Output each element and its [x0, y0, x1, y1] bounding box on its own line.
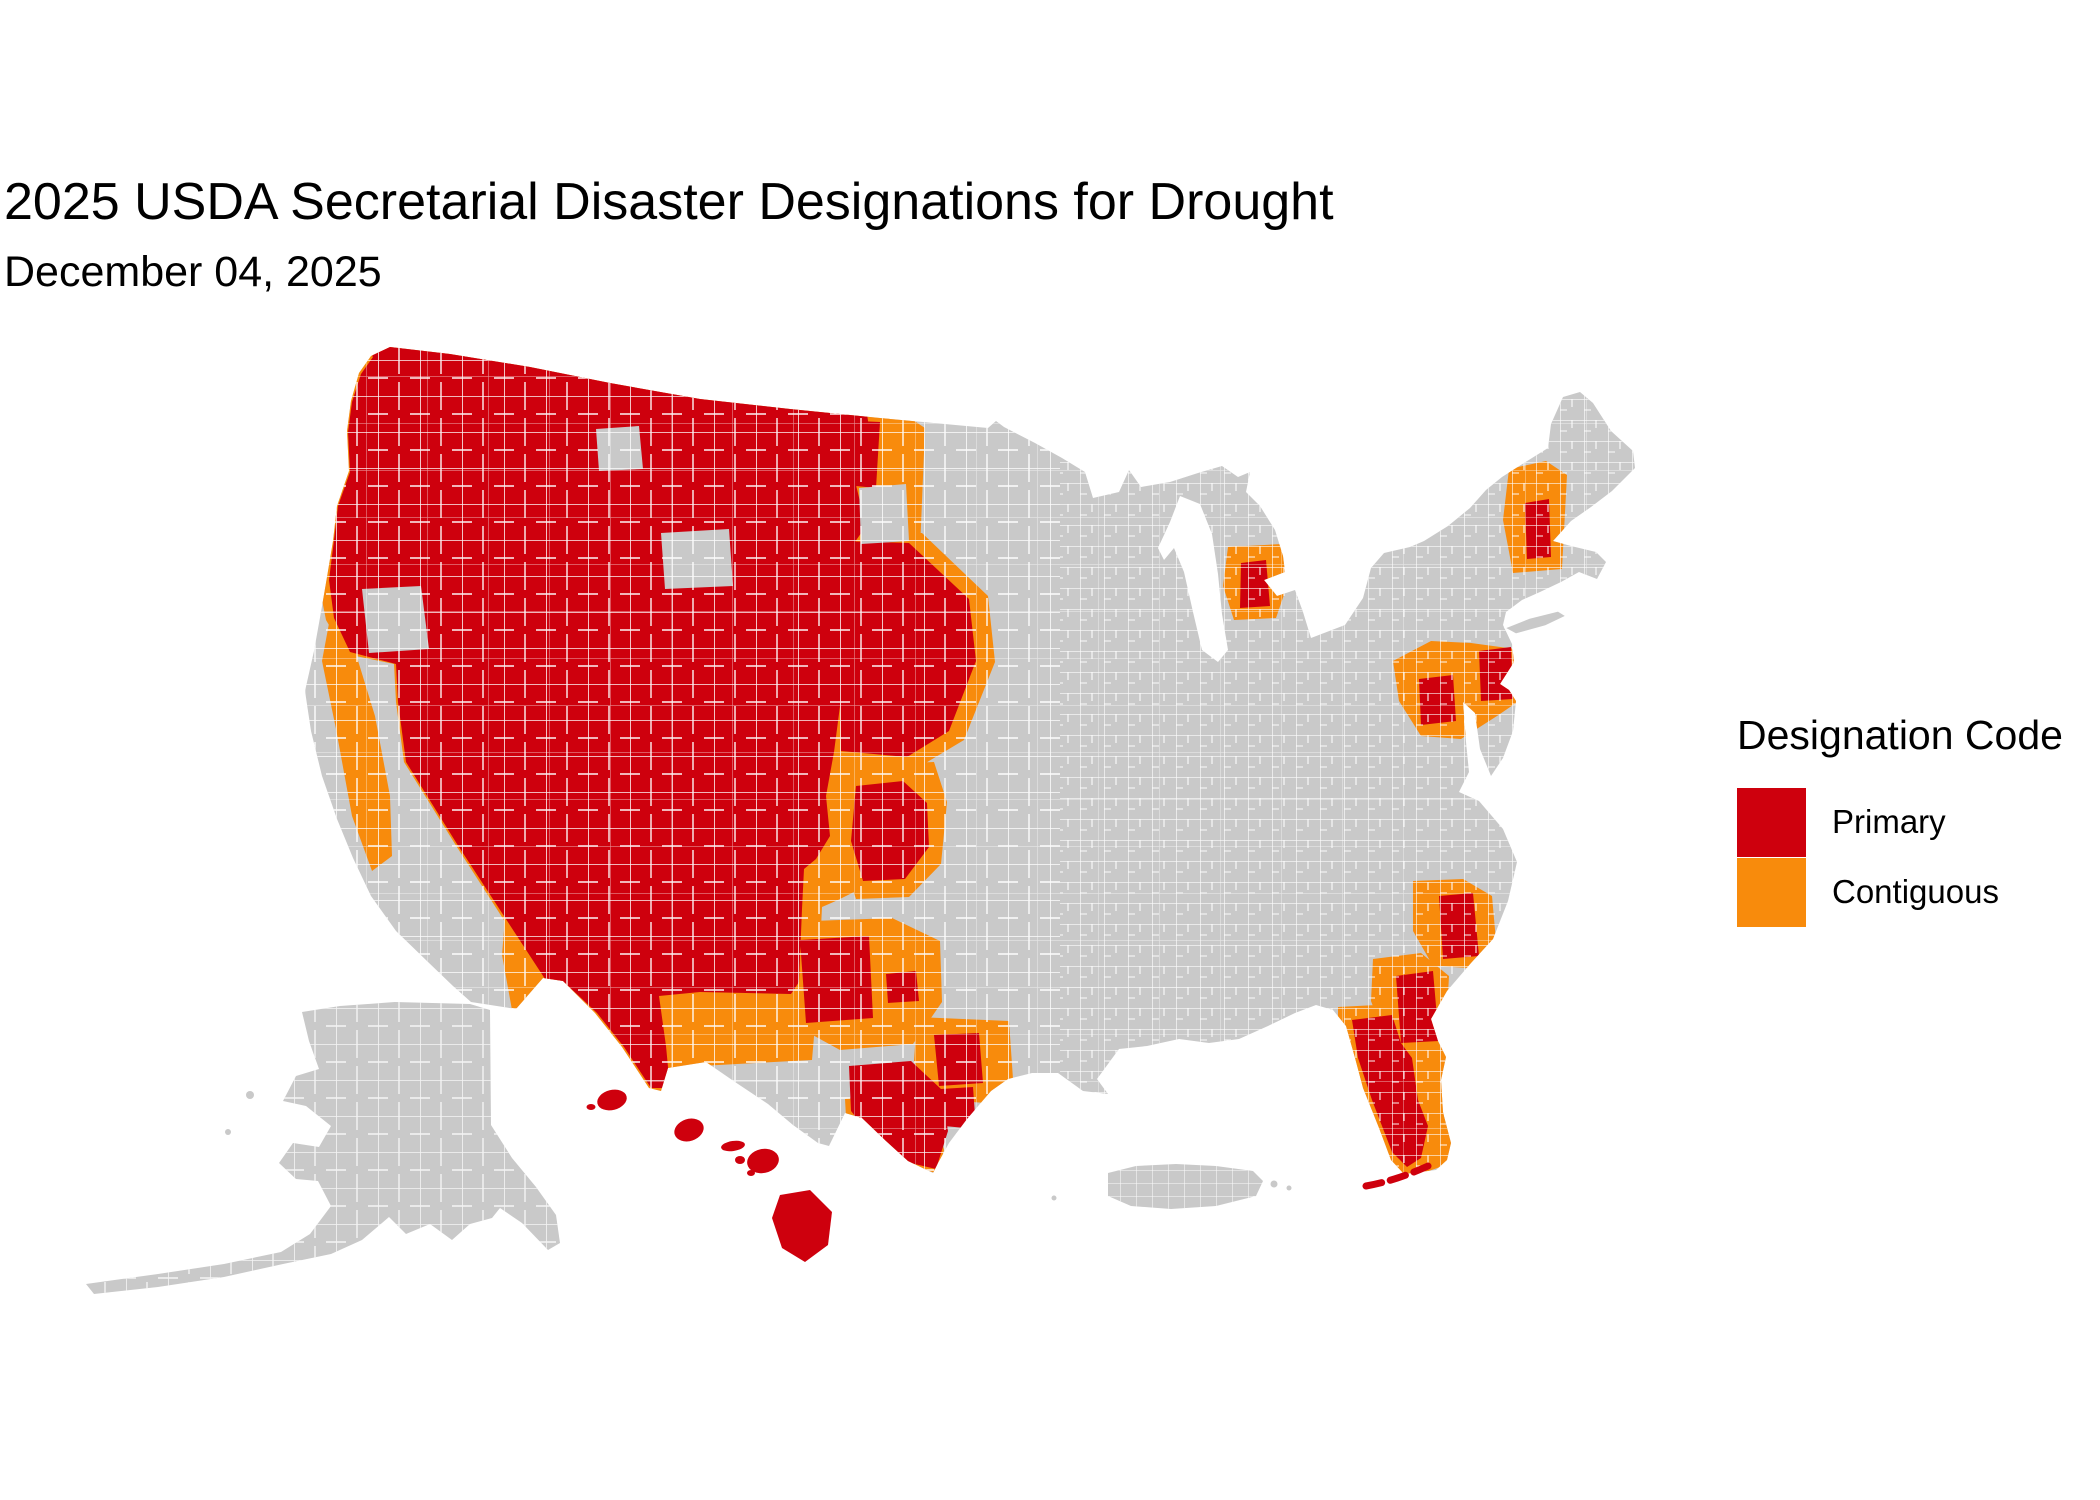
legend-swatch-contiguous: [1737, 857, 1806, 927]
pr-island-culebra: [1286, 1185, 1292, 1191]
page-subtitle: December 04, 2025: [4, 248, 382, 296]
legend-label-primary: Primary: [1832, 803, 1946, 840]
legend-swatch-primary: [1737, 787, 1806, 857]
legend-title: Designation Code: [1737, 712, 2063, 758]
legend: Designation Code Primary Contiguous: [1737, 712, 2097, 927]
puerto-rico-grid: [1108, 1164, 1263, 1209]
lake-michigan: [1158, 496, 1228, 662]
legend-row-primary: Primary: [1737, 787, 2097, 857]
legend-row-contiguous: Contiguous: [1737, 857, 2097, 927]
alaska-island: [246, 1091, 254, 1099]
alaska-borough-grid: [86, 1002, 560, 1294]
legend-label-contiguous: Contiguous: [1832, 873, 1999, 910]
pr-island-mona: [1051, 1195, 1057, 1201]
hawaii-primary: [586, 1089, 832, 1262]
florida-keys-primary: [1362, 1162, 1432, 1190]
alaska-island: [225, 1129, 231, 1135]
page-title: 2025 USDA Secretarial Disaster Designati…: [4, 173, 1334, 231]
pr-island-vieques: [1270, 1180, 1278, 1188]
long-island: [1503, 610, 1568, 635]
